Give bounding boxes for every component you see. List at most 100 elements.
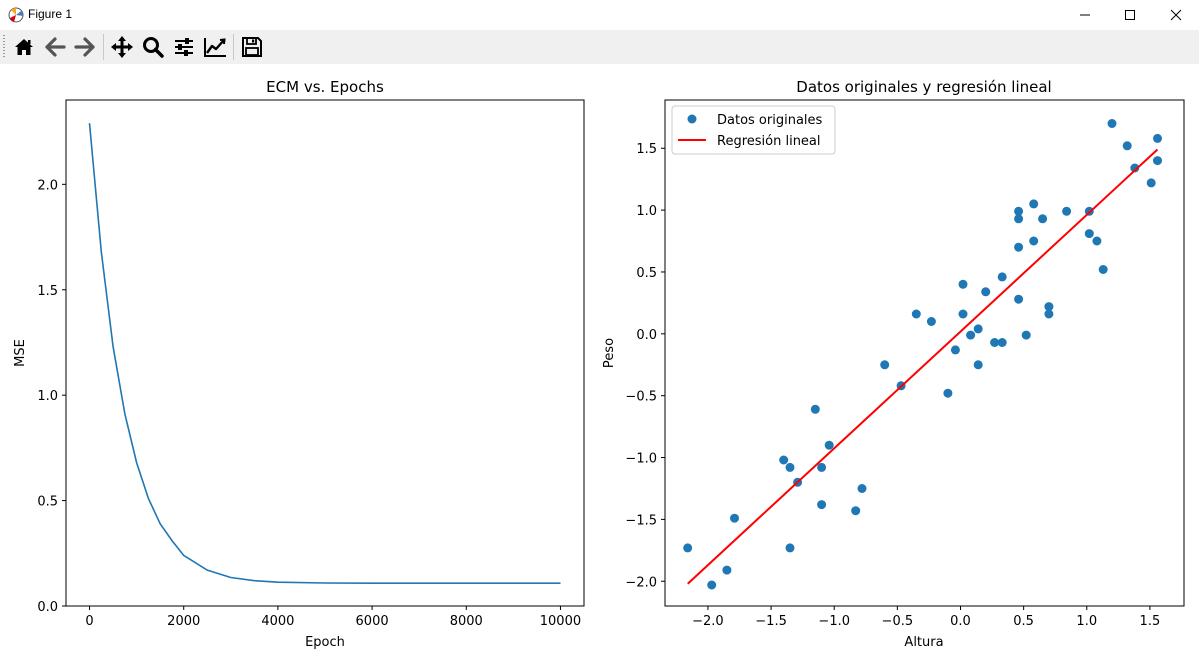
window-titlebar: Figure 1 — [0, 0, 1199, 31]
data-point — [785, 462, 795, 472]
y-tick-label: −0.5 — [625, 390, 657, 405]
y-axis-label: MSE — [13, 339, 28, 367]
data-point — [880, 360, 890, 370]
x-axis-label: Altura — [904, 635, 943, 650]
data-point — [1029, 199, 1039, 209]
zoom-icon — [143, 37, 164, 58]
x-tick-label: 8000 — [450, 614, 483, 629]
x-tick-label: −1.0 — [818, 614, 850, 629]
data-point — [779, 455, 789, 465]
data-point — [1130, 163, 1140, 173]
legend-box — [671, 105, 836, 155]
window-title: Figure 1 — [28, 7, 73, 21]
x-tick-label: 0 — [85, 614, 93, 629]
legend-label: Regresión lineal — [717, 134, 821, 149]
data-point — [707, 580, 717, 590]
figure-canvas[interactable]: ECM vs. Epochs 0 2000 4000 6000 8000 10000 0.… — [0, 64, 1199, 660]
data-point — [1044, 309, 1054, 319]
y-axis-label: Peso — [602, 338, 617, 368]
data-point — [683, 543, 693, 553]
legend-label: Datos originales — [717, 113, 823, 128]
y-tick-label: 0.5 — [636, 266, 657, 281]
data-point — [1014, 214, 1024, 224]
legend-marker-scatter — [687, 114, 697, 124]
data-point — [958, 279, 968, 289]
y-tick-label: 0.5 — [37, 495, 58, 510]
x-tick-label: 2000 — [167, 614, 200, 629]
x-axis: −2.0 −1.5 −1.0 −0.5 0.0 0.5 1.0 1.5 — [692, 606, 1160, 629]
legend: Datos originales Regresión lineal — [671, 105, 836, 155]
data-point — [966, 330, 976, 340]
data-point — [1098, 265, 1108, 274]
data-point — [1044, 302, 1054, 312]
chart-title: Datos originales y regresión lineal — [796, 78, 1051, 96]
x-tick-label: −2.0 — [692, 614, 724, 629]
x-tick-label: −0.5 — [882, 614, 914, 629]
data-point — [926, 317, 936, 326]
x-tick-label: −1.5 — [755, 614, 787, 629]
y-tick-label: 0.0 — [37, 600, 58, 615]
data-point — [1146, 178, 1156, 188]
forward-arrow-icon — [74, 37, 95, 57]
x-tick-label: 6000 — [356, 614, 389, 629]
forward-button[interactable] — [71, 33, 99, 61]
y-tick-label: 1.5 — [37, 284, 58, 299]
maximize-button[interactable] — [1107, 0, 1153, 30]
data-point — [824, 440, 834, 450]
y-tick-label: −2.0 — [625, 575, 657, 590]
axes-frame — [65, 99, 585, 607]
save-button[interactable] — [238, 33, 266, 61]
data-point — [1062, 206, 1072, 216]
data-point — [817, 500, 827, 510]
back-button[interactable] — [41, 33, 69, 61]
close-button[interactable] — [1153, 0, 1199, 30]
data-point — [1122, 141, 1132, 151]
data-point — [950, 345, 960, 355]
data-point — [722, 565, 732, 575]
regression-plot: Datos originales y regresión lineal −2.0… — [602, 78, 1185, 650]
data-point — [911, 309, 921, 319]
back-arrow-icon — [45, 37, 66, 57]
data-point — [1107, 119, 1117, 128]
matplotlib-logo-icon — [8, 7, 24, 23]
minimize-button[interactable] — [1062, 0, 1108, 30]
data-point — [857, 484, 867, 493]
data-point — [1153, 133, 1162, 143]
data-point — [1014, 294, 1024, 304]
regression-line — [687, 148, 1159, 585]
data-point — [1021, 330, 1031, 340]
y-axis: 0.0 0.5 1.0 1.5 2.0 — [37, 178, 66, 615]
data-point — [817, 462, 827, 472]
x-tick-label: 4000 — [261, 614, 294, 629]
mse-plot: ECM vs. Epochs 0 2000 4000 6000 8000 10000 0.… — [13, 78, 585, 650]
data-point — [1014, 206, 1024, 216]
data-point — [990, 338, 1000, 347]
subplots-config-icon — [175, 38, 193, 56]
data-point — [1092, 236, 1102, 246]
subplots-config-button[interactable] — [170, 33, 198, 61]
y-tick-label: 0.0 — [636, 328, 657, 343]
home-button[interactable] — [10, 33, 38, 61]
data-point — [943, 388, 953, 398]
zoom-button[interactable] — [139, 33, 167, 61]
data-point — [1084, 229, 1094, 239]
y-tick-label: −1.5 — [625, 513, 657, 528]
axes-frame — [664, 99, 1185, 607]
series-group — [683, 119, 1162, 590]
data-point — [1153, 156, 1162, 166]
x-tick-label: 10000 — [540, 614, 581, 629]
x-axis: 0 2000 4000 6000 8000 10000 — [85, 606, 581, 629]
data-point — [997, 338, 1007, 347]
toolbar-grip[interactable] — [3, 35, 5, 59]
y-axis: −2.0 −1.5 −1.0 −0.5 0.0 0.5 1.0 1.5 — [625, 142, 665, 590]
y-tick-label: 1.0 — [37, 389, 58, 404]
y-tick-label: 1.5 — [636, 142, 657, 157]
minimize-icon — [1080, 14, 1090, 16]
data-point — [1038, 214, 1048, 224]
data-point — [973, 324, 983, 334]
axes-edit-button[interactable] — [201, 33, 229, 61]
toolbar-separator — [103, 34, 104, 60]
x-tick-label: 1.5 — [1140, 614, 1161, 629]
pan-button[interactable] — [108, 33, 136, 61]
data-point — [981, 287, 991, 297]
